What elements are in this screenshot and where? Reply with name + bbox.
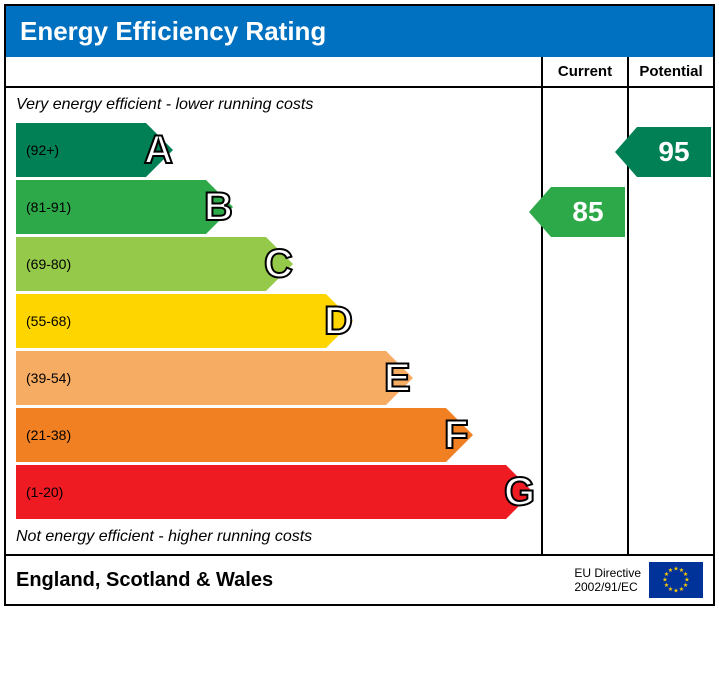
band-letter: F: [444, 413, 468, 458]
band-letter: B: [204, 185, 233, 230]
band-range: (92+): [26, 142, 59, 158]
current-pointer: 85: [551, 187, 625, 237]
band-bar: (39-54): [16, 351, 386, 405]
band-b: (81-91) B: [16, 180, 541, 234]
header-current: Current: [541, 57, 627, 86]
top-efficiency-label: Very energy efficient - lower running co…: [6, 92, 541, 120]
band-bar: (1-20): [16, 465, 506, 519]
band-g: (1-20) G: [16, 465, 541, 519]
header-potential: Potential: [627, 57, 713, 86]
bottom-efficiency-label: Not energy efficient - higher running co…: [6, 522, 541, 550]
potential-column: 95: [627, 88, 713, 554]
chart-footer: England, Scotland & Wales EU Directive 2…: [6, 554, 713, 604]
band-letter: C: [264, 242, 293, 287]
band-bar: (81-91): [16, 180, 206, 234]
band-letter: G: [504, 470, 535, 515]
bands-area: Very energy efficient - lower running co…: [6, 88, 541, 554]
footer-directive: EU Directive 2002/91/EC: [574, 566, 641, 595]
band-range: (1-20): [26, 484, 63, 500]
current-value: 85: [551, 187, 625, 237]
header-spacer: [6, 57, 541, 86]
chart-body: Very energy efficient - lower running co…: [6, 88, 713, 554]
eu-flag-icon: ★★★★★★★★★★★★: [649, 562, 703, 598]
band-bar: (69-80): [16, 237, 266, 291]
directive-line-2: 2002/91/EC: [574, 580, 641, 594]
band-bar: (92+): [16, 123, 146, 177]
band-c: (69-80) C: [16, 237, 541, 291]
band-letter: E: [384, 356, 411, 401]
band-range: (81-91): [26, 199, 71, 215]
epc-chart: Energy Efficiency Rating Current Potenti…: [4, 4, 715, 606]
potential-value: 95: [637, 127, 711, 177]
band-range: (69-80): [26, 256, 71, 272]
band-a: (92+) A: [16, 123, 541, 177]
potential-pointer: 95: [637, 127, 711, 177]
band-d: (55-68) D: [16, 294, 541, 348]
footer-region: England, Scotland & Wales: [16, 569, 574, 592]
band-range: (39-54): [26, 370, 71, 386]
directive-line-1: EU Directive: [574, 566, 641, 580]
chart-title: Energy Efficiency Rating: [6, 6, 713, 57]
band-letter: D: [324, 299, 353, 344]
band-bar: (55-68): [16, 294, 326, 348]
column-headers: Current Potential: [6, 57, 713, 88]
band-e: (39-54) E: [16, 351, 541, 405]
band-letter: A: [144, 128, 173, 173]
band-bar: (21-38): [16, 408, 446, 462]
band-range: (55-68): [26, 313, 71, 329]
band-range: (21-38): [26, 427, 71, 443]
band-f: (21-38) F: [16, 408, 541, 462]
